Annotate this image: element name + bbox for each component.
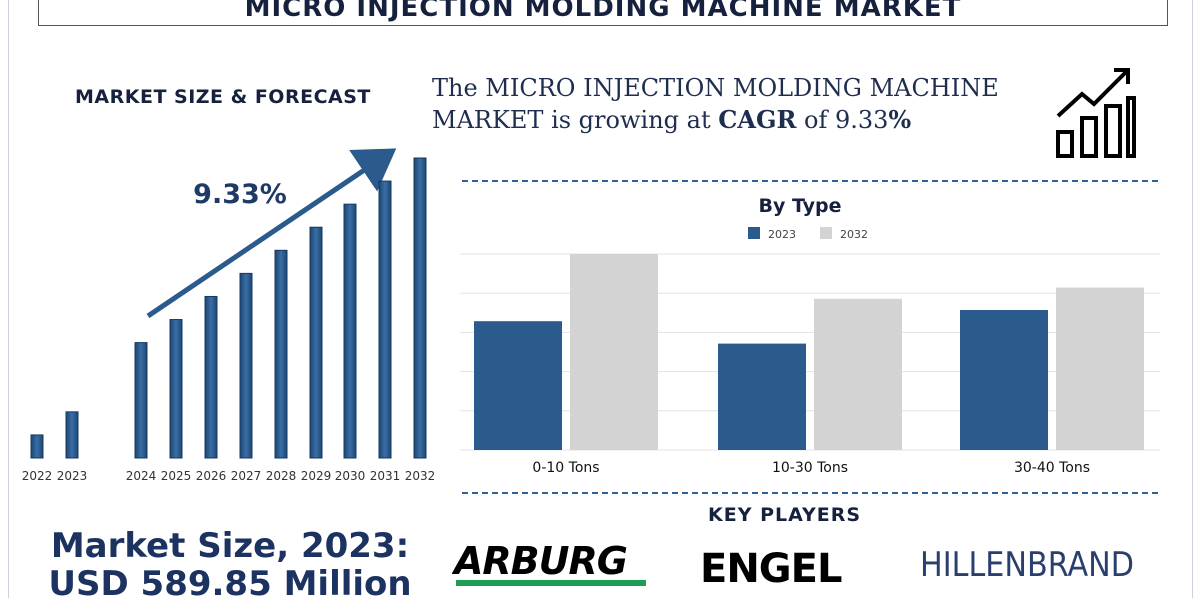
headline-percent: % [888,105,912,134]
forecast-tick-2027: 2027 [231,469,262,483]
type-bar-2023-1 [718,343,806,450]
forecast-bar-2022 [30,434,44,459]
forecast-tick-2025: 2025 [161,469,192,483]
forecast-bar-2030 [343,203,357,459]
forecast-tick-2031: 2031 [370,469,401,483]
headline-part1: The MICRO INJECTION MOLDING MACHINE MARK… [432,74,999,134]
divider-bottom [462,492,1158,494]
forecast-bar-2028 [274,249,288,459]
cagr-annotation: 9.33% [193,179,287,210]
legend-label-2032: 2032 [840,228,868,241]
growth-arrow [146,148,397,319]
type-bar-2023-2 [960,310,1048,450]
forecast-bar-2029 [309,226,323,459]
type-bar-2032-1 [814,298,902,450]
type-tick-0: 0-10 Tons [532,460,599,476]
forecast-heading: MARKET SIZE & FORECAST [75,86,371,108]
forecast-tick-2029: 2029 [301,469,332,483]
legend-swatch-2023 [748,227,760,239]
engel-logo: ENGEL [698,540,878,590]
hillenbrand-logo: HILLENBRAND [918,540,1148,590]
forecast-tick-2032: 2032 [405,469,436,483]
forecast-tick-2026: 2026 [196,469,227,483]
forecast-bar-2024 [134,342,148,459]
type-bar-2023-0 [474,321,562,450]
forecast-tick-2023: 2023 [57,469,88,483]
forecast-bar-2031 [378,180,392,459]
forecast-chart: 9.33% 2022 2023 2024 2025 2026 2027 2028 2029 20… [22,148,436,483]
type-tick-2: 30-40 Tons [1014,460,1090,476]
headline-cagr-word: CAGR [718,105,797,134]
type-bar-2032-0 [570,254,658,450]
divider-top [462,180,1158,182]
headline-part2: of 9.33 [796,106,889,134]
by-type-chart: By Type 2023 2032 0-10 Tons 10-30 Tons 30-4… [460,195,1160,476]
forecast-bar-2026 [204,295,218,459]
key-players-heading: KEY PLAYERS [708,504,862,526]
svg-text:HILLENBRAND: HILLENBRAND [920,545,1134,585]
market-size-value: USD 589.85 Million [48,564,412,604]
forecast-tick-2024: 2024 [126,469,157,483]
by-type-title: By Type [758,195,841,217]
forecast-bar-2032 [413,157,427,459]
legend-label-2023: 2023 [768,228,796,241]
market-size-label: Market Size, 2023: [50,526,410,566]
legend-swatch-2032 [820,227,832,239]
page-title: MICRO INJECTION MOLDING MACHINE MARKET [244,0,962,23]
forecast-bar-2027 [239,272,253,459]
type-tick-1: 10-30 Tons [772,460,848,476]
type-bar-2032-2 [1056,287,1144,450]
svg-text:ARBURG: ARBURG [452,540,627,583]
forecast-bar-2023 [65,411,79,459]
growth-chart-icon [1056,68,1136,158]
forecast-tick-2030: 2030 [335,469,366,483]
headline: The MICRO INJECTION MOLDING MACHINE MARK… [432,72,1032,136]
forecast-tick-2022: 2022 [22,469,53,483]
arburg-logo: ARBURG [452,540,652,590]
title-banner: MICRO INJECTION MOLDING MACHINE MARKET [38,0,1168,26]
page-frame [8,0,1193,598]
svg-text:ENGEL: ENGEL [700,546,842,590]
forecast-tick-2028: 2028 [266,469,297,483]
forecast-bar-2025 [169,319,183,459]
